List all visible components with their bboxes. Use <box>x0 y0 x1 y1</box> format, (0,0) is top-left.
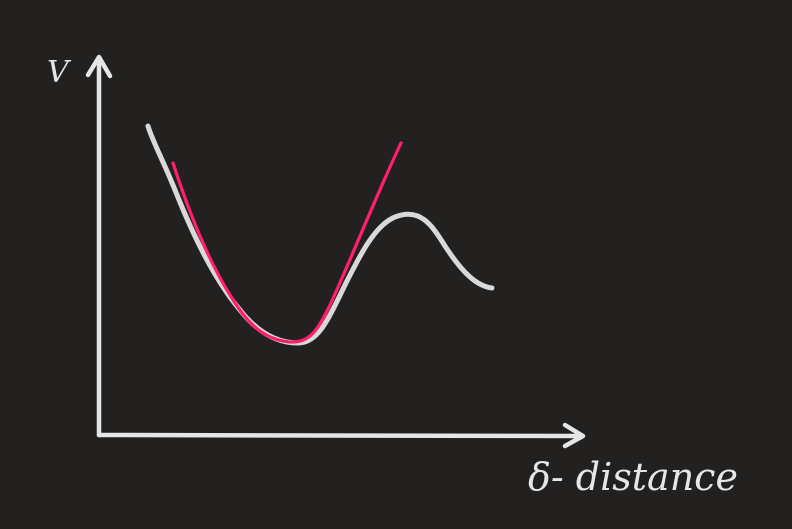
x-axis-arrowhead <box>562 422 586 449</box>
harmonic-approximation <box>171 141 403 344</box>
potential-energy-curve <box>145 123 495 346</box>
y-axis-label: V <box>47 55 72 90</box>
y-axis-arrowhead <box>85 54 113 79</box>
x-axis-label: δ- distance <box>528 455 738 499</box>
axes <box>85 54 586 449</box>
x-axis <box>96 432 585 439</box>
